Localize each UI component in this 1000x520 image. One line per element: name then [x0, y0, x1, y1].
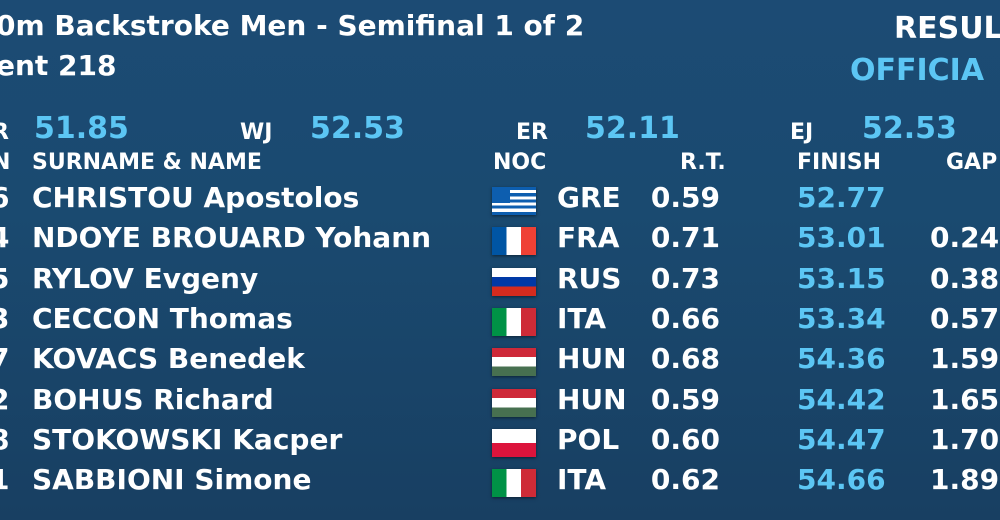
- lane: 3: [0, 304, 9, 333]
- athlete-name: NDOYE BROUARD Yohann: [32, 221, 432, 255]
- noc: ITA: [557, 301, 607, 335]
- record-value: 52.11: [585, 111, 680, 146]
- lane: 8: [0, 425, 9, 454]
- status: RESUL: [894, 11, 1000, 46]
- column-header: FINISH: [797, 150, 882, 175]
- reaction-time: 0.59: [650, 181, 720, 214]
- lane: 1: [0, 466, 9, 494]
- flag: [492, 267, 536, 296]
- flag: [492, 388, 536, 417]
- noc: ITA: [557, 463, 607, 497]
- gap: 1.70: [930, 422, 1000, 456]
- event-number: ent 218: [0, 49, 117, 82]
- finish-time: 54.47: [797, 422, 886, 456]
- gap: 0.38: [930, 261, 1000, 295]
- finish-time: 53.01: [797, 221, 886, 255]
- reaction-time: 0.59: [650, 382, 720, 416]
- lane: 2: [0, 385, 9, 414]
- column-header: GAP: [946, 150, 998, 175]
- noc: HUN: [557, 342, 627, 376]
- noc: POL: [557, 422, 620, 456]
- record-label: EJ: [790, 120, 814, 145]
- column-header: N: [0, 150, 11, 175]
- record-value: 52.53: [310, 111, 405, 146]
- reaction-time: 0.71: [650, 221, 720, 255]
- finish-time: 54.66: [797, 463, 886, 497]
- gap: 0.57: [930, 301, 1000, 335]
- finish-time: 52.77: [797, 181, 886, 214]
- noc: RUS: [557, 261, 622, 295]
- record-value: 51.85: [34, 111, 129, 146]
- finish-time: 54.42: [797, 382, 886, 416]
- lane: 7: [0, 345, 9, 373]
- lane: 5: [0, 264, 9, 293]
- flag: [492, 307, 536, 336]
- record-label: ER: [516, 120, 548, 145]
- gap: 1.59: [930, 342, 1000, 376]
- column-header: SURNAME & NAME: [32, 150, 262, 175]
- athlete-name: CHRISTOU Apostolos: [32, 181, 360, 214]
- record-value: 52.53: [862, 111, 957, 146]
- gap: 0.24: [930, 221, 1000, 255]
- lane: 4: [0, 224, 9, 252]
- noc: GRE: [557, 181, 621, 214]
- finish-time: 53.15: [797, 261, 886, 295]
- flag: [492, 469, 536, 498]
- gap: 1.89: [930, 463, 1000, 497]
- lane: 6: [0, 184, 9, 212]
- column-header: NOC: [493, 150, 547, 175]
- flag: [492, 227, 536, 256]
- flag: [492, 187, 536, 215]
- reaction-time: 0.68: [650, 342, 720, 376]
- athlete-name: SABBIONI Simone: [32, 463, 312, 497]
- flag: [492, 348, 536, 377]
- event-title: 0m Backstroke Men - Semifinal 1 of 2: [0, 9, 585, 42]
- noc: FRA: [557, 221, 620, 255]
- reaction-time: 0.62: [650, 463, 720, 497]
- athlete-name: KOVACS Benedek: [32, 342, 305, 376]
- official: OFFICIA: [850, 53, 985, 88]
- noc: HUN: [557, 382, 627, 416]
- column-header: R.T.: [680, 150, 726, 175]
- finish-time: 54.36: [797, 342, 886, 376]
- record-label: WJ: [240, 120, 273, 145]
- reaction-time: 0.73: [650, 261, 720, 295]
- athlete-name: RYLOV Evgeny: [32, 261, 259, 295]
- record-label: R: [0, 120, 9, 145]
- reaction-time: 0.60: [650, 422, 720, 456]
- athlete-name: CECCON Thomas: [32, 301, 293, 335]
- finish-time: 53.34: [797, 301, 886, 335]
- flag: [492, 428, 536, 457]
- athlete-name: BOHUS Richard: [32, 382, 274, 416]
- reaction-time: 0.66: [650, 301, 720, 335]
- athlete-name: STOKOWSKI Kacper: [32, 422, 343, 456]
- gap: 1.65: [930, 382, 1000, 416]
